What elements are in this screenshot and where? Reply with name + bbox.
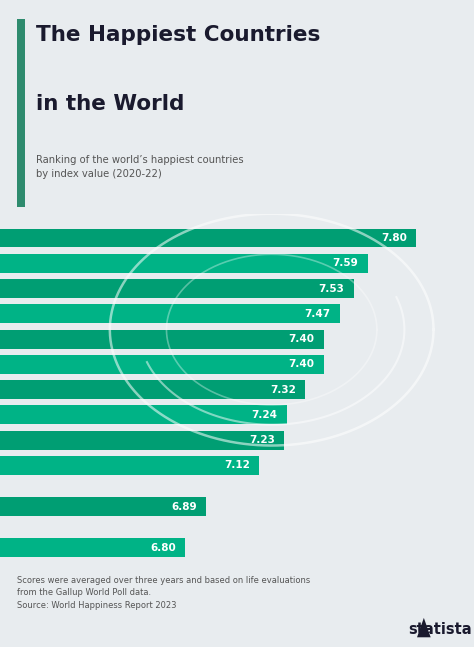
Bar — [0, 254, 368, 273]
Polygon shape — [417, 618, 431, 637]
Bar — [0, 406, 287, 424]
Bar — [0, 380, 305, 399]
Text: 7.53: 7.53 — [319, 283, 345, 294]
Text: 7.23: 7.23 — [249, 435, 275, 445]
Text: 7.32: 7.32 — [270, 384, 296, 395]
Bar — [0, 431, 284, 450]
Bar — [0, 456, 259, 475]
Text: statista: statista — [408, 622, 472, 637]
Bar — [0, 279, 354, 298]
Bar — [0, 538, 185, 557]
Text: Scores were averaged over three years and based on life evaluations
from the Gal: Scores were averaged over three years an… — [17, 576, 310, 610]
Bar — [0, 497, 206, 516]
Bar — [0, 304, 340, 324]
Text: 7.59: 7.59 — [333, 258, 358, 269]
Text: 7.40: 7.40 — [289, 359, 314, 369]
Text: 7.47: 7.47 — [304, 309, 331, 319]
Bar — [0, 355, 324, 374]
Text: 7.80: 7.80 — [381, 233, 407, 243]
Text: 7.12: 7.12 — [224, 461, 250, 470]
Bar — [0, 329, 324, 349]
Text: The Happiest Countries: The Happiest Countries — [36, 25, 320, 45]
Text: 7.24: 7.24 — [252, 410, 277, 420]
Text: in the World: in the World — [36, 94, 184, 115]
Bar — [0, 228, 416, 247]
Bar — [17, 19, 25, 207]
Text: 6.80: 6.80 — [150, 543, 176, 553]
Text: Ranking of the world’s happiest countries
by index value (2020-22): Ranking of the world’s happiest countrie… — [36, 155, 243, 179]
Text: 7.40: 7.40 — [289, 334, 314, 344]
Text: 6.89: 6.89 — [171, 501, 197, 512]
